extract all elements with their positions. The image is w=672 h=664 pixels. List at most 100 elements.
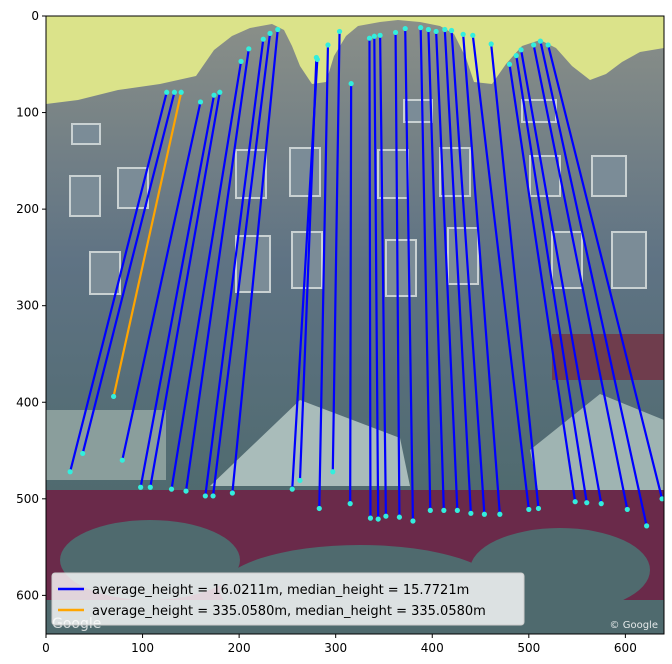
series-0-segment-28	[508, 63, 577, 503]
series-0-segment-31-point-1	[531, 42, 537, 48]
series-0-segment-22-point-1	[433, 28, 439, 35]
series-0-segment-31	[532, 43, 629, 511]
plot-lines	[67, 24, 664, 529]
series-0-segment-9-point-1	[275, 26, 281, 33]
series-0-segment-22-point-0	[454, 507, 460, 513]
series-0-segment-8-point-0	[210, 493, 216, 499]
legend-entry-blue: average_height = 16.0211m, median_height…	[92, 583, 469, 598]
series-0-segment-11-point-1	[313, 54, 319, 61]
series-0-segment-31-point-0	[624, 506, 630, 513]
series-0-segment-7	[204, 38, 265, 498]
watermark-google-right: © Google	[610, 620, 658, 631]
series-0-segment-2-point-1	[197, 99, 204, 105]
series-0-segment-4-point-0	[147, 484, 153, 490]
series-0-segment-19	[404, 27, 415, 523]
series-0-segment-30-point-1	[518, 47, 524, 53]
series-0-segment-8	[211, 32, 272, 498]
series-0-segment-29-point-1	[513, 52, 519, 59]
series-0-segment-2-point-0	[119, 457, 125, 463]
series-0-segment-30	[519, 48, 603, 505]
series-0-segment-24-point-1	[448, 27, 455, 34]
series-0-segment-15-point-0	[367, 515, 374, 521]
series-0-segment-3	[139, 94, 216, 489]
series-0-segment-23-point-1	[442, 26, 448, 33]
series-0-segment-15	[368, 37, 372, 520]
series-0-segment-12	[318, 43, 330, 510]
series-0-segment-12-point-1	[325, 42, 331, 48]
series-0-segment-13-point-1	[336, 28, 343, 35]
series-0-segment-21	[427, 28, 445, 512]
series-0-segment-7-point-0	[202, 493, 208, 499]
series-0-segment-27	[490, 42, 540, 510]
series-0-segment-23	[443, 28, 472, 515]
x-tick-label: 100	[131, 641, 154, 655]
series-0-segment-20	[419, 26, 432, 512]
series-0-segment-6-point-0	[183, 488, 189, 494]
series-0-segment-0-point-0	[67, 469, 73, 475]
series-0-segment-5-point-0	[168, 486, 175, 492]
series-0-segment-18	[394, 31, 401, 519]
series-1-segment-0	[112, 91, 183, 398]
series-0-segment-20-point-0	[427, 507, 433, 513]
series-0-segment-6	[184, 47, 250, 493]
series-0-segment-3-point-1	[211, 92, 217, 98]
series-0-segment-5-point-1	[238, 58, 244, 64]
y-tick-label: 500	[16, 492, 39, 506]
series-0-segment-33-point-1	[545, 42, 551, 48]
y-tick-label: 0	[31, 9, 39, 23]
series-0-segment-14-point-0	[347, 501, 353, 507]
series-0-segment-28-point-1	[506, 61, 513, 67]
series-0-segment-15-point-1	[366, 35, 373, 41]
series-0-segment-10-point-0	[289, 486, 295, 492]
series-0-segment-25-point-0	[497, 511, 503, 517]
umbrella-right	[530, 394, 664, 500]
series-0-segment-9-point-0	[229, 490, 235, 496]
series-0-segment-17-point-1	[377, 32, 383, 38]
series-0-segment-11-point-0	[297, 477, 303, 484]
building-facade	[46, 20, 664, 500]
x-tick-label: 300	[324, 641, 347, 655]
series-0-segment-18-point-1	[392, 29, 399, 36]
series-0-segment-5	[170, 60, 243, 491]
y-tick-label: 400	[16, 395, 39, 409]
series-0-segment-30-point-0	[598, 501, 604, 507]
series-0-segment-4	[149, 91, 221, 489]
legend-entry-orange: average_height = 335.0580m, median_heigh…	[92, 604, 486, 619]
series-0-segment-1-point-1	[171, 89, 178, 95]
series-0-segment-33-point-0	[659, 496, 664, 502]
series-0-segment-22	[435, 30, 459, 512]
x-tick-label: 0	[42, 641, 50, 655]
series-0-segment-14	[349, 82, 353, 505]
series-0-segment-32-point-0	[644, 523, 650, 529]
series-0-segment-7-point-1	[260, 36, 266, 42]
x-tick-label: 400	[421, 641, 444, 655]
series-0-segment-21-point-1	[425, 26, 431, 33]
series-0-segment-19-point-1	[402, 25, 408, 32]
series-0-segment-32-point-1	[537, 38, 544, 44]
series-0-segment-17-point-0	[383, 513, 389, 519]
series-0-segment-9	[231, 28, 279, 495]
series-0-segment-26-point-0	[526, 506, 532, 513]
series-0-segment-24-point-0	[481, 511, 487, 517]
series-0-segment-24	[450, 29, 486, 516]
series-0-segment-6-point-1	[246, 46, 252, 52]
series-0-segment-16-point-1	[371, 33, 377, 39]
series-0-segment-21-point-0	[441, 507, 447, 513]
series-0-segment-25-point-1	[460, 31, 466, 37]
legend-box	[51, 572, 525, 626]
series-0-segment-29	[515, 54, 588, 504]
legend: average_height = 16.0211m, median_height…	[51, 572, 525, 626]
series-0-segment-33	[547, 43, 664, 500]
shop-sign	[552, 334, 664, 380]
y-tick-label: 100	[16, 106, 39, 120]
series-0-segment-16	[373, 35, 380, 521]
series-0-segment-29-point-0	[584, 500, 590, 506]
series-0-segment-25	[462, 33, 501, 516]
y-axis: 0 100 200 300 400 500 600	[16, 9, 46, 602]
series-0-segment-19-point-0	[410, 518, 416, 524]
series-0-segment-26-point-1	[470, 32, 476, 38]
series-0-segment-17	[379, 34, 387, 518]
series-0-segment-11	[298, 56, 318, 482]
x-axis: 0 100 200 300 400 500 600	[42, 634, 637, 655]
